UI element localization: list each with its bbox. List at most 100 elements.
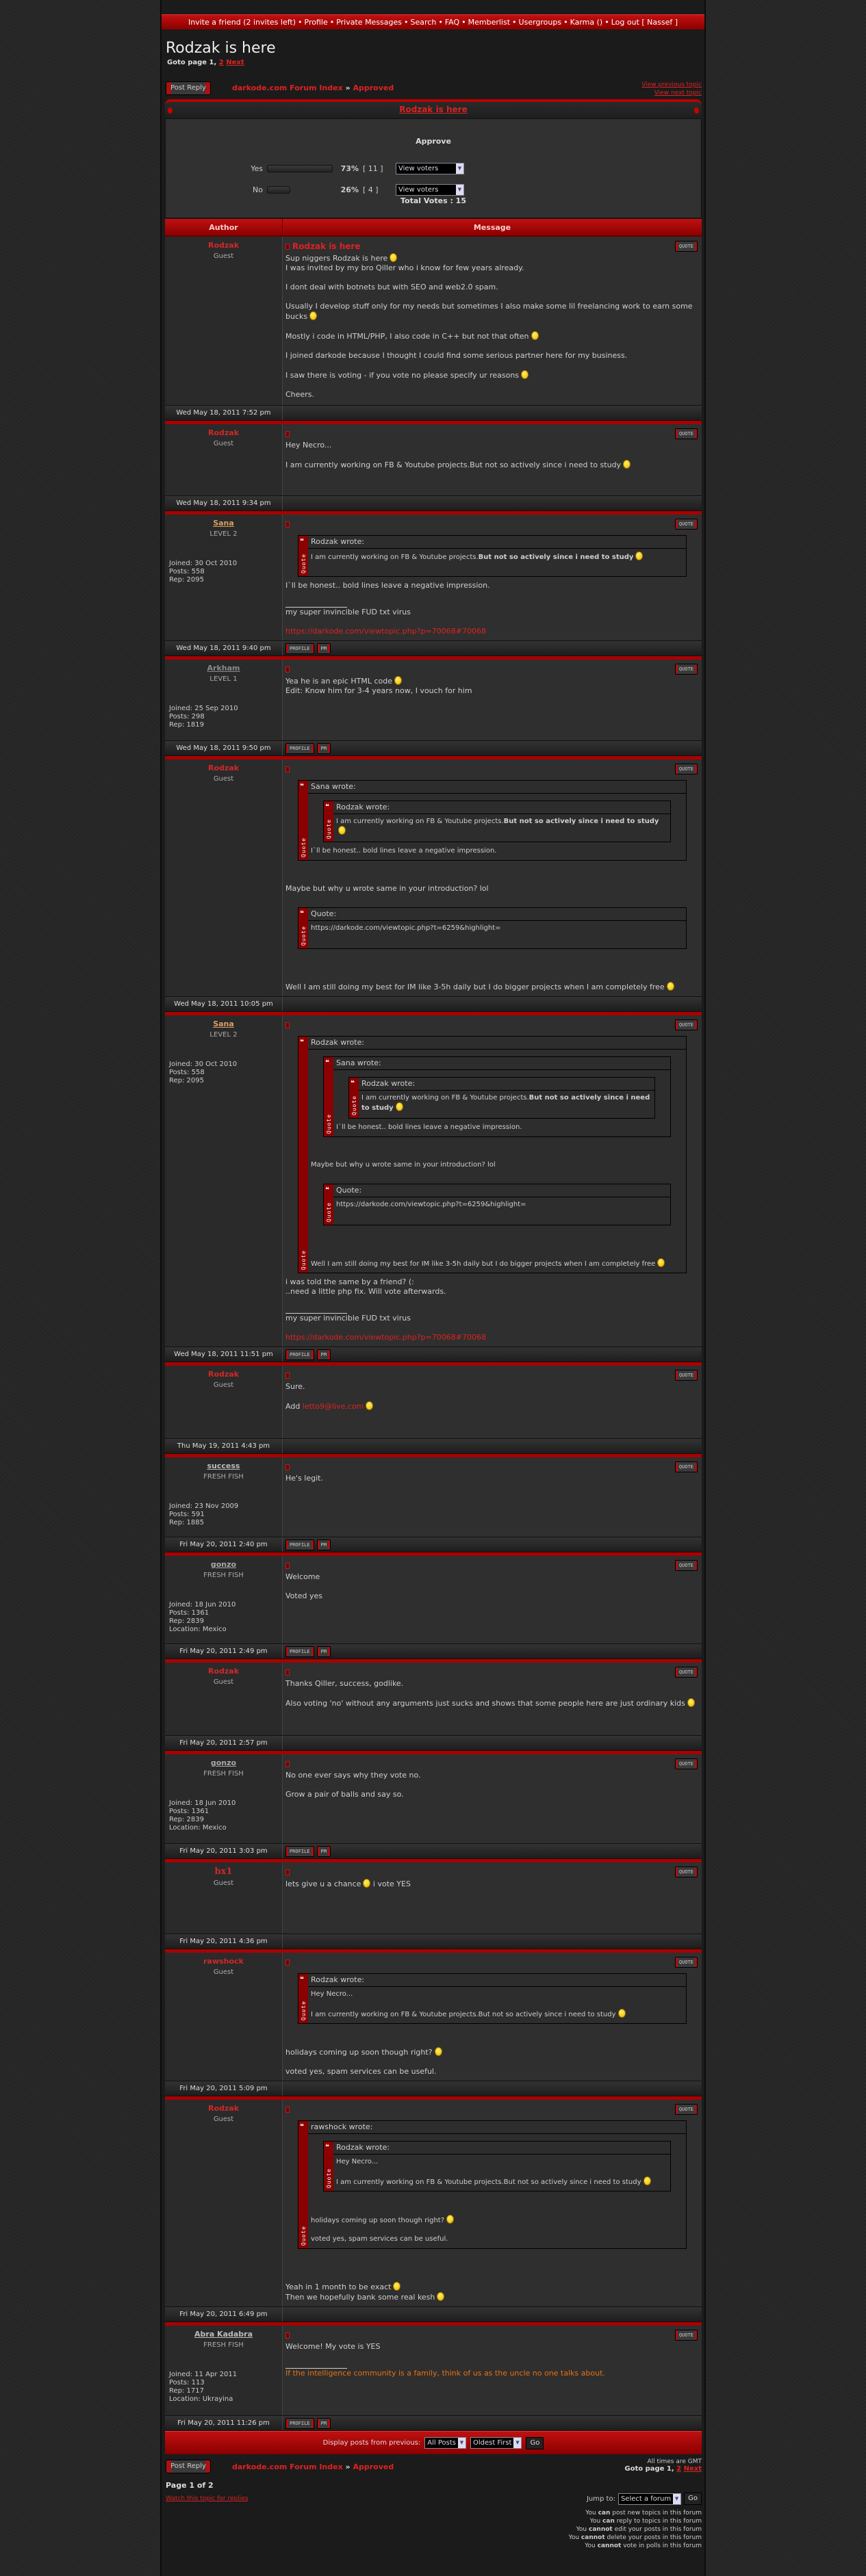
post-link[interactable]: https://darkode.com/viewtopic.php?p=7006… <box>285 627 486 636</box>
post-link[interactable]: https://darkode.com/viewtopic.php?p=7006… <box>285 1333 486 1342</box>
post-icon[interactable] <box>285 1959 290 1966</box>
watch-topic-link[interactable]: Watch this topic for replies <box>166 2495 249 2502</box>
message-body: QUOTE Welcome! My vote is YES If the intel… <box>283 2326 702 2415</box>
view-voters-select[interactable]: View voters ▼ <box>396 184 464 196</box>
quote-block: ❝ Quote Quote: https://darkode.com/viewtopi… <box>298 907 687 949</box>
author-name[interactable]: Rodzak <box>207 1667 240 1676</box>
quote-button[interactable]: QUOTE <box>674 664 698 675</box>
quote-label: Quote <box>326 818 332 839</box>
author-name[interactable]: gonzo <box>210 1560 237 1569</box>
sort-order-select[interactable]: Oldest First ▼ <box>470 2437 522 2449</box>
jump-forum-select[interactable]: Select a forum ▼ <box>617 2493 682 2505</box>
quote-button[interactable]: QUOTE <box>674 428 698 439</box>
poll-option-label: Yes <box>251 164 263 173</box>
next-page-link[interactable]: Next <box>226 59 244 66</box>
quote-button[interactable]: QUOTE <box>674 1461 698 1472</box>
profile-button[interactable]: PROFILE <box>285 743 314 754</box>
author-name[interactable]: bx1 <box>214 1866 233 1877</box>
quote-button[interactable]: QUOTE <box>674 1019 698 1030</box>
author-name[interactable]: Rodzak <box>207 428 240 437</box>
quote-button[interactable]: QUOTE <box>674 764 698 775</box>
posts-range-select[interactable]: All Posts ▼ <box>424 2437 466 2449</box>
author-name[interactable]: Arkham <box>207 664 240 673</box>
nav-item-usergroups[interactable]: Usergroups <box>518 18 562 27</box>
post-icon[interactable] <box>285 766 290 772</box>
author-name[interactable]: Rodzak <box>207 241 240 250</box>
smile-smiley-icon <box>390 253 398 262</box>
quote-button[interactable]: QUOTE <box>674 1370 698 1381</box>
pagination-bottom: Goto page 1, 2 Next <box>624 2465 702 2473</box>
quote-button[interactable]: QUOTE <box>674 241 698 252</box>
crumb-approved[interactable]: Approved <box>353 83 394 92</box>
post-icon[interactable] <box>285 1372 290 1379</box>
author-name[interactable]: success <box>207 1461 240 1470</box>
nav-item-profile[interactable]: Profile <box>304 18 328 27</box>
quote-button[interactable]: QUOTE <box>674 519 698 530</box>
post-reply-button[interactable]: Post Reply <box>166 81 211 95</box>
post-footer: Fri May 20, 2011 5:09 pm <box>165 2081 702 2096</box>
post-icon[interactable] <box>285 2106 290 2113</box>
author-name[interactable]: rawshock <box>203 1957 244 1966</box>
quote-button[interactable]: QUOTE <box>674 2330 698 2341</box>
nav-item-memberlist[interactable]: Memberlist <box>468 18 511 27</box>
nav-item-karma[interactable]: Karma () <box>570 18 603 27</box>
jump-go-button[interactable]: Go <box>684 2493 702 2505</box>
post-icon[interactable] <box>285 2332 290 2339</box>
display-go-button[interactable]: Go <box>526 2436 544 2449</box>
nav-item-log-out-nassef[interactable]: Log out [ Nassef ] <box>611 18 678 27</box>
quote-label: Quote <box>301 925 307 946</box>
quote-button[interactable]: QUOTE <box>674 1667 698 1678</box>
nav-item-faq[interactable]: FAQ <box>444 18 460 27</box>
quote-button[interactable]: QUOTE <box>674 1957 698 1968</box>
nav-item-invite-a-friend-invites-left[interactable]: Invite a friend (2 invites left) <box>188 18 296 27</box>
post-icon[interactable] <box>285 1869 290 1875</box>
author-name[interactable]: gonzo <box>210 1758 237 1767</box>
author-panel: gonzo FRESH FISH Joined: 18 Jun 2010 Posts:… <box>165 1556 283 1643</box>
author-name[interactable]: Rodzak <box>207 764 240 772</box>
quote-button[interactable]: QUOTE <box>674 1866 698 1877</box>
post-icon[interactable] <box>285 243 290 250</box>
quote-button[interactable]: QUOTE <box>674 2104 698 2115</box>
author-name[interactable]: Abra Kadabra <box>194 2330 253 2339</box>
author-name[interactable]: Sana <box>213 519 234 528</box>
bold-text: But not so actively since i need to stud… <box>361 1094 650 1112</box>
nav-item-private-messages[interactable]: Private Messages <box>336 18 403 27</box>
page-2-link[interactable]: 2 <box>218 59 224 66</box>
profile-button[interactable]: PROFILE <box>285 1349 314 1360</box>
quote-button[interactable]: QUOTE <box>674 1758 698 1769</box>
pm-button[interactable]: PM <box>316 1846 331 1857</box>
post-icon[interactable] <box>285 521 290 528</box>
profile-button[interactable]: PROFILE <box>285 1846 314 1857</box>
view-next-topic-link[interactable]: View next topic <box>654 90 702 96</box>
pm-button[interactable]: PM <box>316 1646 331 1657</box>
post-icon[interactable] <box>285 430 290 437</box>
post-icon[interactable] <box>285 1463 290 1470</box>
profile-button[interactable]: PROFILE <box>285 643 314 654</box>
profile-button[interactable]: PROFILE <box>285 2418 314 2429</box>
post-link[interactable]: letto9@live.com <box>302 1402 364 1411</box>
pm-button[interactable]: PM <box>316 1539 331 1550</box>
author-name[interactable]: Rodzak <box>207 2104 240 2113</box>
post-icon[interactable] <box>285 666 290 673</box>
post-reply-button-bottom[interactable]: Post Reply <box>166 2460 211 2473</box>
post-icon[interactable] <box>285 1562 290 1569</box>
pm-button[interactable]: PM <box>316 643 331 654</box>
post-icon[interactable] <box>285 1022 290 1028</box>
post-icon[interactable] <box>285 1760 290 1767</box>
author-name[interactable]: Sana <box>213 1019 234 1028</box>
profile-button[interactable]: PROFILE <box>285 1539 314 1550</box>
pm-button[interactable]: PM <box>316 743 331 754</box>
post-icon[interactable] <box>285 1669 290 1676</box>
topic-title-link[interactable]: Rodzak is here <box>399 105 468 114</box>
author-panel: Rodzak Guest <box>165 2100 283 2306</box>
view-previous-topic-link[interactable]: View previous topic <box>641 81 702 88</box>
profile-button[interactable]: PROFILE <box>285 1646 314 1657</box>
nav-item-search[interactable]: Search <box>410 18 437 27</box>
quote-button[interactable]: QUOTE <box>674 1560 698 1571</box>
author-panel: Rodzak Guest <box>165 237 283 405</box>
view-voters-select[interactable]: View voters ▼ <box>396 163 464 174</box>
pm-button[interactable]: PM <box>316 1349 331 1360</box>
pm-button[interactable]: PM <box>316 2418 331 2429</box>
crumb-forum-index[interactable]: darkode.com Forum Index <box>232 83 343 92</box>
author-name[interactable]: Rodzak <box>207 1370 240 1379</box>
